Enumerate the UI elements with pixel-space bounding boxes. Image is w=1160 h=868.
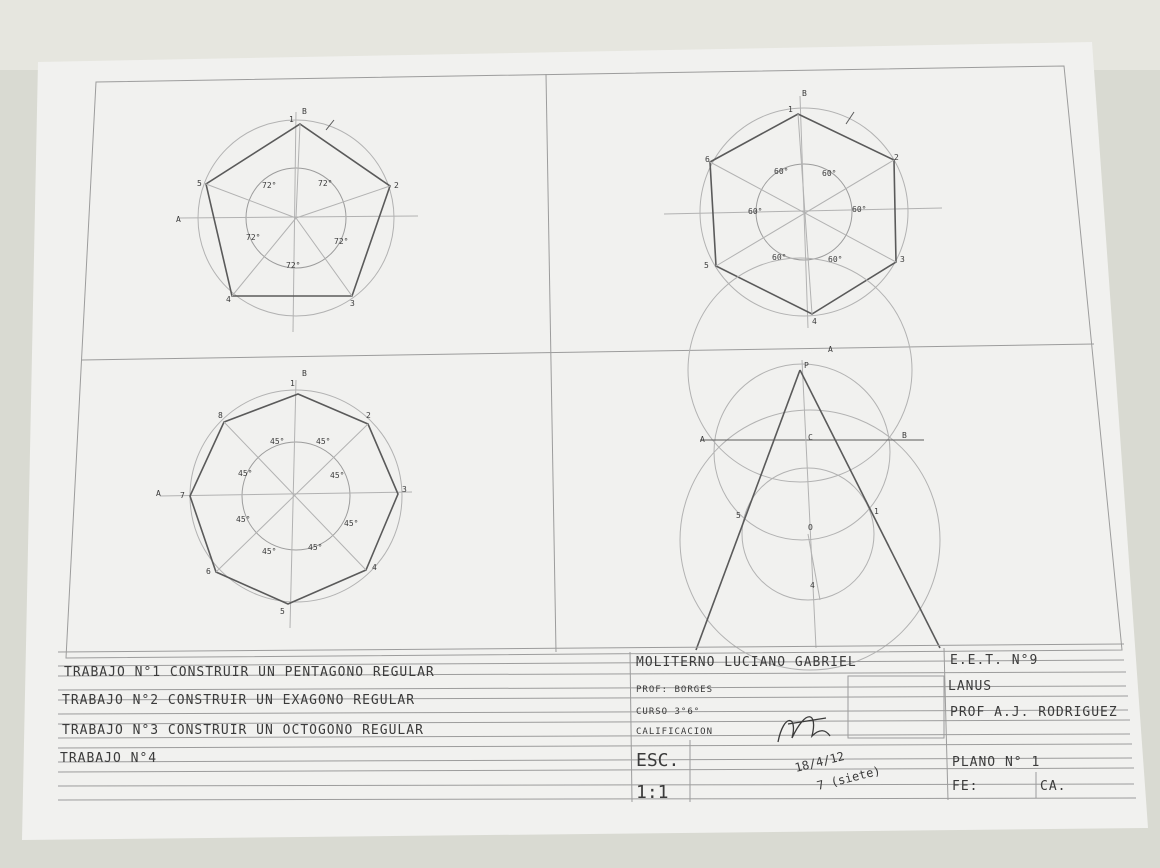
vertex-label: 3 <box>350 299 355 308</box>
date-value: CA. <box>1040 779 1066 794</box>
radius-label: 4 <box>810 581 815 590</box>
angle-label: 72° <box>262 181 276 190</box>
vertex-label: 7 <box>180 491 185 500</box>
angle-label: 60° <box>822 169 836 178</box>
title-block: TRABAJO N°1 CONSTRUIR UN PENTAGONO REGUL… <box>57 643 1137 803</box>
vertex-label: 2 <box>366 411 371 420</box>
vertex-label: 5 <box>704 261 709 270</box>
point-label: C <box>808 433 813 442</box>
axis-label: B <box>302 107 307 116</box>
angle-label: 60° <box>852 205 866 214</box>
work-4-text: TRABAJO N°4 <box>60 751 157 766</box>
scale-label: ESC. <box>636 750 679 771</box>
vertex-label: 4 <box>372 563 377 572</box>
apex-label: P <box>804 361 809 370</box>
tangent-label: 1 <box>874 507 879 516</box>
paper-sheet <box>22 42 1148 840</box>
octagon-figure: 1 2 3 4 5 6 7 8 A B 45° 45° 45° 45° 45° … <box>156 369 413 629</box>
school-professor: PROF A.J. RODRIGUEZ <box>950 705 1118 720</box>
angle-label: 45° <box>316 437 330 446</box>
school-name: E.E.T. N°9 <box>950 653 1038 668</box>
teacher-signature <box>777 716 831 743</box>
angle-label: 45° <box>344 519 358 528</box>
triangle-construction-figure: P A A C B O 5 1 4 <box>679 257 941 671</box>
work-3-text: TRABAJO N°3 CONSTRUIR UN OCTOGONO REGULA… <box>62 723 424 738</box>
pentagon-figure: 1 2 3 4 5 A B 72° 72° 72° 72° 72° <box>176 107 419 333</box>
vertex-label: 4 <box>226 295 231 304</box>
professor-name: PROF: BORGES <box>636 685 713 695</box>
student-name: MOLITERNO LUCIANO GABRIEL <box>636 655 857 670</box>
vertex-label: 6 <box>705 155 710 164</box>
vertex-label: 3 <box>900 255 905 264</box>
angle-label: 72° <box>334 237 348 246</box>
vertex-label: 1 <box>290 379 295 388</box>
angle-label: 72° <box>286 261 300 270</box>
angle-label: 45° <box>238 469 252 478</box>
arc-label: A <box>828 345 833 354</box>
axis-label: A <box>156 489 161 498</box>
date-label: FE: <box>952 779 978 794</box>
vertex-label: 2 <box>894 153 899 162</box>
vertex-label: 1 <box>289 115 294 124</box>
vertex-label: 5 <box>197 179 202 188</box>
vertex-label: 2 <box>394 181 399 190</box>
angle-label: 45° <box>308 543 322 552</box>
angle-label: 60° <box>774 167 788 176</box>
axis-label: B <box>302 369 307 378</box>
angle-label: 45° <box>270 437 284 446</box>
scale-value: 1:1 <box>636 782 669 803</box>
axis-label: B <box>802 89 807 98</box>
work-2-text: TRABAJO N°2 CONSTRUIR UN EXAGONO REGULAR <box>62 693 415 708</box>
angle-label: 72° <box>318 179 332 188</box>
circle-center-label: O <box>808 523 813 532</box>
point-label: B <box>902 431 907 440</box>
vertex-label: 6 <box>206 567 211 576</box>
vertex-label: 1 <box>788 105 793 114</box>
vertex-label: 5 <box>280 607 285 616</box>
grade-label: CALIFICACION <box>636 727 713 737</box>
angle-label: 45° <box>262 547 276 556</box>
tangent-label: 5 <box>736 511 741 520</box>
angle-label: 60° <box>828 255 842 264</box>
vertex-label: 8 <box>218 411 223 420</box>
angle-label: 60° <box>772 253 786 262</box>
angle-label: 72° <box>246 233 260 242</box>
school-city: LANUS <box>948 679 992 694</box>
angle-label: 60° <box>748 207 762 216</box>
angle-label: 45° <box>236 515 250 524</box>
work-1-text: TRABAJO N°1 CONSTRUIR UN PENTAGONO REGUL… <box>64 665 435 680</box>
course: CURSO 3°6° <box>636 707 700 717</box>
axis-label: A <box>176 215 181 224</box>
point-label: A <box>700 435 705 444</box>
hexagon-figure: 1 2 3 4 5 6 B 60° 60° 60° 60° 60° 60° <box>663 89 943 329</box>
angle-label: 45° <box>330 471 344 480</box>
vertex-label: 3 <box>402 485 407 494</box>
drawing-frame <box>65 65 1123 659</box>
vertex-label: 4 <box>812 317 817 326</box>
plan-number: PLANO N° 1 <box>952 755 1040 770</box>
